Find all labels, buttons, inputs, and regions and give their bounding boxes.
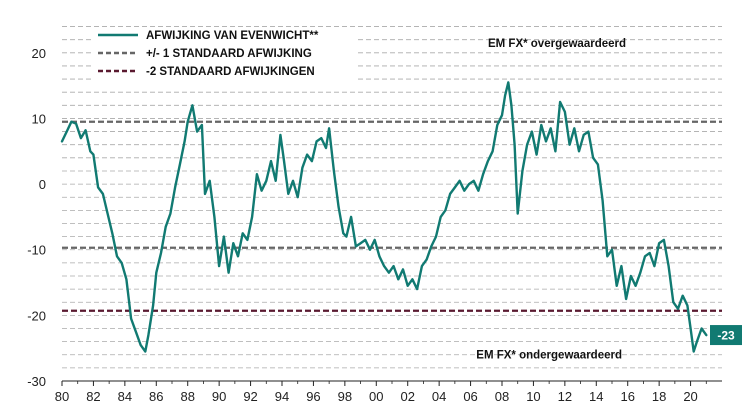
y-tick-label: 0 xyxy=(39,177,46,192)
series-line xyxy=(60,81,708,353)
legend-label: -2 STANDAARD AFWIJKINGEN xyxy=(146,66,315,78)
grid-layer xyxy=(62,26,722,369)
x-tick-label: 84 xyxy=(118,389,132,404)
legend-label: +/- 1 STANDAARD AFWIJKING xyxy=(146,48,312,60)
x-tick-label: 98 xyxy=(338,389,352,404)
x-tick-label: 04 xyxy=(432,389,446,404)
x-tick-label: 82 xyxy=(86,389,100,404)
series-layer xyxy=(60,81,708,353)
x-tick-label: 88 xyxy=(180,389,194,404)
annotation-label: EM FX* ondergewaardeerd xyxy=(476,350,622,362)
end-value-label: -23 xyxy=(717,329,735,343)
legend-background xyxy=(92,28,356,80)
x-tick-label: 02 xyxy=(400,389,414,404)
x-tick-label: 14 xyxy=(589,389,603,404)
y-tick-label: 10 xyxy=(32,111,46,126)
x-tick-label: 86 xyxy=(149,389,163,404)
legend-label: AFWIJKING VAN EVENWICHT** xyxy=(146,30,319,42)
annotations: EM FX* overgewaardeerd EM FX* ondergewaar… xyxy=(476,38,742,362)
x-tick-label: 10 xyxy=(526,389,540,404)
axes: 80 82 84 86 88 90 92 94 96 98 00 02 04 06 08 10 12 14 16 18… xyxy=(27,46,722,404)
y-tick-label: 20 xyxy=(32,46,46,61)
x-tick-label: 96 xyxy=(306,389,320,404)
x-tick-label: 90 xyxy=(212,389,226,404)
x-tick-label: 16 xyxy=(620,389,634,404)
y-tick-label: -30 xyxy=(27,374,46,389)
x-tick-label: 92 xyxy=(243,389,257,404)
legend: AFWIJKING VAN EVENWICHT** +/- 1 STANDAARD… xyxy=(92,28,356,80)
x-tick-label: 06 xyxy=(463,389,477,404)
end-value-badge xyxy=(710,325,742,346)
x-tick-label: 94 xyxy=(275,389,289,404)
x-tick-label: 80 xyxy=(55,389,69,404)
y-tick-label: -20 xyxy=(27,308,46,323)
x-tick-label: 20 xyxy=(683,389,697,404)
y-tick-label: -10 xyxy=(27,243,46,258)
x-tick-label: 08 xyxy=(495,389,509,404)
x-tick-label: 18 xyxy=(652,389,666,404)
reference-lines xyxy=(62,120,722,312)
x-tick-label: 12 xyxy=(558,389,572,404)
annotation-label: EM FX* overgewaardeerd xyxy=(488,38,626,50)
x-tick-label: 00 xyxy=(369,389,383,404)
